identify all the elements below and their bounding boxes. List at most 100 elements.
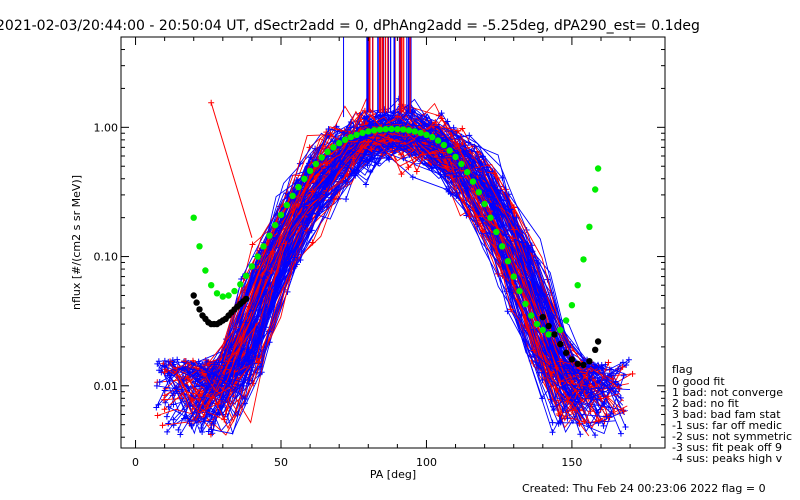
trace-outlier-marker bbox=[208, 99, 215, 106]
legend-item-7: -4 sus: peaks high v bbox=[672, 452, 783, 465]
fit-point-s1-19 bbox=[539, 313, 546, 321]
fit-point-s0-6 bbox=[225, 292, 232, 299]
trace-marker bbox=[386, 156, 393, 163]
fit-point-s0-49 bbox=[475, 189, 482, 196]
created-footer: Created: Thu Feb 24 00:23:06 2022 flag =… bbox=[522, 482, 766, 495]
fit-point-s0-30 bbox=[365, 128, 372, 135]
chart-title: 2021-02-03/20:44:00 - 20:50:04 UT, dSect… bbox=[0, 18, 700, 34]
trace-marker bbox=[170, 416, 177, 423]
fit-point-s0-52 bbox=[493, 228, 500, 236]
trace-marker bbox=[347, 124, 354, 131]
fit-point-s0-23 bbox=[324, 148, 331, 156]
trace-marker bbox=[203, 359, 210, 366]
trace-marker bbox=[262, 324, 269, 331]
trace-marker bbox=[371, 155, 378, 162]
trace-marker bbox=[409, 174, 416, 181]
trace-marker bbox=[169, 357, 176, 364]
trace-marker bbox=[405, 164, 412, 171]
fit-point-s1-27 bbox=[586, 358, 593, 365]
trace-marker bbox=[454, 127, 461, 134]
trace-line-116 bbox=[207, 113, 597, 376]
y-tick-label: 1.00 bbox=[94, 121, 119, 134]
fit-point-s0-61 bbox=[545, 331, 552, 338]
trace-marker bbox=[155, 358, 162, 365]
trace-marker bbox=[547, 363, 554, 370]
fit-point-s0-60 bbox=[539, 326, 546, 334]
fit-point-s0-25 bbox=[336, 139, 343, 147]
x-tick-label: 0 bbox=[132, 456, 139, 469]
trace-marker bbox=[297, 256, 304, 263]
trace-marker bbox=[177, 431, 184, 438]
trace-marker bbox=[622, 423, 629, 430]
trace-marker bbox=[597, 395, 604, 402]
fit-point-s0-31 bbox=[370, 127, 378, 134]
trace-marker bbox=[468, 163, 475, 170]
trace-marker bbox=[564, 398, 571, 405]
trace-marker bbox=[588, 389, 595, 396]
trace-marker bbox=[210, 389, 217, 396]
trace-marker bbox=[549, 419, 556, 426]
trace-marker bbox=[226, 378, 233, 385]
trace-marker bbox=[427, 159, 434, 166]
trace-marker bbox=[173, 384, 180, 391]
trace-line-140 bbox=[179, 122, 626, 435]
trace-marker bbox=[255, 359, 262, 366]
trace-marker bbox=[213, 372, 220, 379]
fit-point-s0-28 bbox=[353, 131, 360, 138]
trace-marker bbox=[260, 275, 267, 282]
fit-point-s0-56 bbox=[516, 287, 523, 295]
trace-marker bbox=[249, 241, 256, 248]
fit-point-s1-2 bbox=[196, 306, 203, 313]
trace-marker bbox=[425, 139, 432, 146]
trace-marker bbox=[173, 369, 180, 376]
trace-marker bbox=[617, 430, 624, 437]
trace-marker bbox=[569, 407, 576, 414]
trace-marker bbox=[256, 363, 263, 370]
fit-point-s0-13 bbox=[266, 232, 273, 239]
fit-point-s0-26 bbox=[341, 136, 349, 143]
trace-marker bbox=[245, 356, 252, 363]
x-tick-label: 100 bbox=[416, 456, 437, 469]
trace-marker bbox=[285, 258, 292, 265]
fit-point-s0-55 bbox=[510, 273, 517, 280]
trace-marker bbox=[603, 413, 610, 420]
fit-point-s0-47 bbox=[464, 168, 471, 176]
trace-marker bbox=[165, 420, 172, 427]
trace-marker bbox=[325, 125, 332, 132]
trace-marker bbox=[165, 358, 172, 365]
fit-point-s0-45 bbox=[452, 153, 459, 161]
fit-point-s1-0 bbox=[190, 292, 197, 299]
trace-marker bbox=[184, 375, 191, 382]
fit-point-s0-33 bbox=[382, 126, 389, 133]
trace-marker bbox=[163, 413, 170, 420]
trace-marker bbox=[156, 379, 163, 386]
trace-marker bbox=[164, 428, 171, 435]
trace-marker bbox=[253, 316, 260, 323]
fit-point-s0-57 bbox=[522, 300, 529, 308]
trace-marker bbox=[186, 417, 193, 424]
trace-marker bbox=[509, 235, 516, 242]
fit-point-s0-27 bbox=[347, 133, 354, 141]
trace-marker bbox=[165, 403, 172, 410]
fit-point-s0-4 bbox=[213, 290, 221, 297]
fit-point-s0-43 bbox=[440, 141, 448, 149]
fit-curves bbox=[190, 125, 602, 369]
x-tick-label: 50 bbox=[274, 456, 288, 469]
trace-marker bbox=[577, 431, 584, 438]
trace-marker bbox=[629, 370, 636, 377]
fit-point-s0-14 bbox=[272, 221, 279, 229]
fit-point-s0-22 bbox=[318, 154, 325, 161]
fit-point-s0-58 bbox=[528, 312, 535, 319]
fit-point-s1-20 bbox=[545, 322, 552, 330]
trace-marker bbox=[438, 153, 445, 160]
trace-marker bbox=[362, 181, 369, 188]
trace-marker bbox=[439, 115, 446, 122]
fit-point-s0-11 bbox=[254, 253, 261, 260]
trace-marker bbox=[605, 359, 612, 366]
trace-line-146 bbox=[189, 102, 592, 422]
trace-marker bbox=[615, 385, 622, 392]
trace-marker bbox=[322, 191, 329, 198]
trace-marker bbox=[343, 196, 350, 203]
y-tick-label: 0.10 bbox=[94, 251, 119, 264]
trace-marker bbox=[559, 383, 566, 390]
